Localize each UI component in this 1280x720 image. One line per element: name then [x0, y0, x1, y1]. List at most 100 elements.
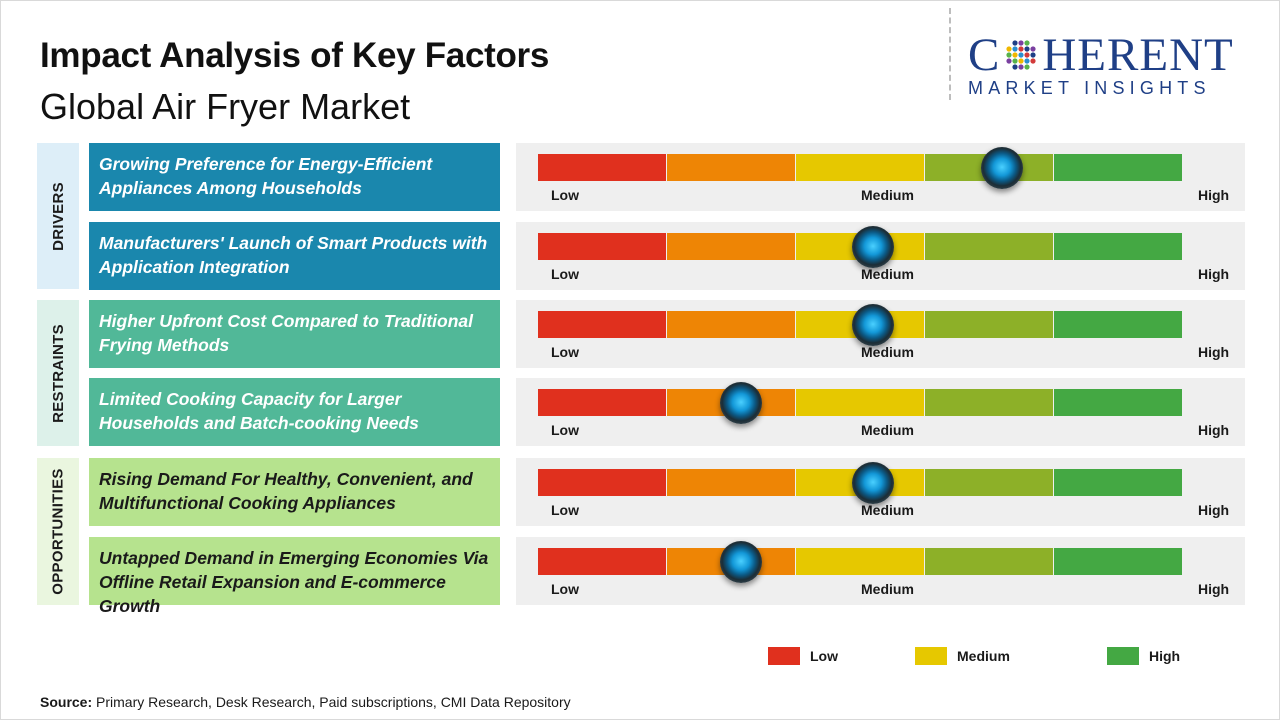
gauge-label-medium: Medium	[861, 581, 914, 597]
factor-box: Higher Upfront Cost Compared to Traditio…	[89, 300, 500, 368]
impact-gauge: Low Medium High	[516, 143, 1245, 211]
logo-dot	[1030, 52, 1036, 58]
gauge-segment	[925, 311, 1053, 338]
logo-dot	[1018, 40, 1024, 46]
group-label-text: OPPORTUNITIES	[49, 468, 67, 595]
logo-divider	[949, 8, 951, 100]
factor-box: Limited Cooking Capacity for Larger Hous…	[89, 378, 500, 446]
impact-gauge: Low Medium High	[516, 537, 1245, 605]
gauge-segment	[1054, 389, 1182, 416]
gauge-segment	[925, 389, 1053, 416]
page-subtitle: Global Air Fryer Market	[40, 86, 411, 127]
logo-dot	[1018, 52, 1024, 58]
gauge-segment	[667, 233, 795, 260]
gauge-segment	[538, 548, 666, 575]
logo-dot	[1006, 52, 1012, 58]
logo-globe-icon	[1006, 40, 1036, 70]
gauge-segment	[538, 311, 666, 338]
impact-marker	[981, 147, 1024, 189]
impact-marker	[719, 541, 762, 583]
logo-dot	[1012, 52, 1018, 58]
impact-marker	[852, 226, 895, 268]
factor-box: Manufacturers' Launch of Smart Products …	[89, 222, 500, 290]
group-label-opportunities: OPPORTUNITIES	[37, 458, 79, 605]
gauge-label-high: High	[1198, 581, 1230, 597]
logo-dot	[1018, 46, 1024, 52]
logo-dot	[1024, 40, 1030, 46]
logo-dot	[1024, 58, 1030, 64]
gauge-segment	[538, 389, 666, 416]
group-label-drivers: DRIVERS	[37, 143, 79, 289]
logo-dot	[1006, 58, 1012, 64]
logo-dot	[1030, 46, 1036, 52]
impact-marker	[852, 462, 895, 504]
gauge-segment	[796, 389, 924, 416]
gauge-segment	[1054, 311, 1182, 338]
gauge-segment	[667, 311, 795, 338]
legend-swatch	[1107, 647, 1139, 665]
brand-logo: C HERENT MARKET INSIGHTS	[968, 30, 1263, 99]
gauge-segment	[925, 469, 1053, 496]
gauge-label-low: Low	[551, 266, 579, 282]
gauge-segment	[1054, 548, 1182, 575]
gauge-label-high: High	[1198, 344, 1230, 360]
logo-word-end: HERENT	[1042, 29, 1234, 81]
gauge-segment	[667, 154, 795, 181]
gauge-label-low: Low	[551, 581, 579, 597]
gauge-label-low: Low	[551, 422, 579, 438]
factor-box: Growing Preference for Energy-Efficient …	[89, 143, 500, 211]
gauge-segment	[796, 154, 924, 181]
gauge-label-low: Low	[551, 502, 579, 518]
impact-gauge: Low Medium High	[516, 300, 1245, 368]
impact-marker	[852, 304, 895, 346]
gauge-segment	[796, 548, 924, 575]
legend-label: High	[1149, 648, 1181, 664]
logo-wordmark: C HERENT	[968, 30, 1263, 80]
source-text: Primary Research, Desk Research, Paid su…	[92, 694, 571, 710]
gauge-label-medium: Medium	[861, 502, 914, 518]
impact-marker	[719, 382, 762, 424]
logo-dot	[1030, 58, 1036, 64]
logo-tagline: MARKET INSIGHTS	[968, 78, 1211, 98]
logo-dot	[1012, 58, 1018, 64]
source-label: Source:	[40, 694, 93, 710]
gauge-segment	[1054, 233, 1182, 260]
legend-swatch	[768, 647, 800, 665]
gauge-label-medium: Medium	[861, 187, 914, 203]
logo-dot	[1018, 58, 1024, 64]
logo-dot	[1006, 46, 1012, 52]
page-title: Impact Analysis of Key Factors	[40, 36, 550, 75]
group-label-restraints: RESTRAINTS	[37, 300, 79, 446]
factor-box: Untapped Demand in Emerging Economies Vi…	[89, 537, 500, 616]
gauge-label-high: High	[1198, 422, 1230, 438]
gauge-label-low: Low	[551, 344, 579, 360]
gauge-label-medium: Medium	[861, 422, 914, 438]
logo-dot	[1024, 64, 1030, 70]
gauge-segment	[538, 154, 666, 181]
logo-dot	[1012, 40, 1018, 46]
logo-dot	[1024, 46, 1030, 52]
gauge-label-low: Low	[551, 187, 579, 203]
legend-item-medium: Medium	[915, 647, 1010, 665]
gauge-label-high: High	[1198, 502, 1230, 518]
gauge-segment	[538, 469, 666, 496]
gauge-label-high: High	[1198, 266, 1230, 282]
legend-item-low: Low	[768, 647, 838, 665]
gauge-segment	[1054, 154, 1182, 181]
logo-dot	[1012, 46, 1018, 52]
source-note: Source: Primary Research, Desk Research,…	[40, 694, 571, 710]
legend-swatch	[915, 647, 947, 665]
legend-label: Medium	[957, 648, 1010, 664]
gauge-segment	[925, 233, 1053, 260]
gauge-segment	[925, 548, 1053, 575]
gauge-segment	[667, 469, 795, 496]
logo-dot	[1012, 64, 1018, 70]
impact-gauge: Low Medium High	[516, 222, 1245, 290]
gauge-segment	[1054, 469, 1182, 496]
legend-item-high: High	[1107, 647, 1180, 665]
group-label-text: DRIVERS	[49, 181, 67, 251]
legend-label: Low	[810, 648, 838, 664]
gauge-label-medium: Medium	[861, 266, 914, 282]
logo-word-start: C	[968, 29, 1001, 81]
gauge-label-medium: Medium	[861, 344, 914, 360]
